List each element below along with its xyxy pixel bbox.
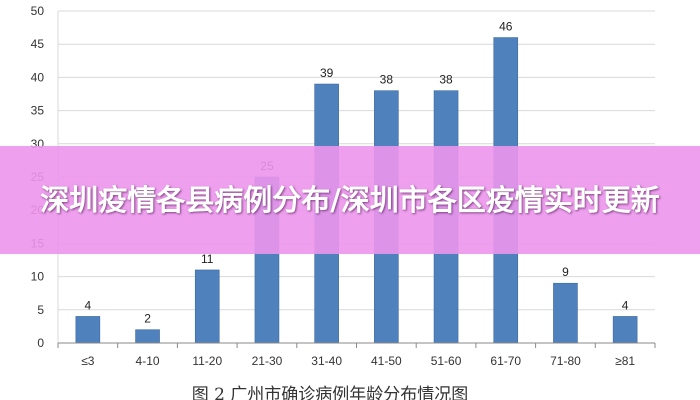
x-tick-label: ≥81 [615, 354, 635, 368]
y-tick-label: 5 [37, 303, 44, 317]
chart-caption: 图 2 广州市确诊病例年龄分布情况图 [192, 385, 469, 400]
x-tick-label: 11-20 [192, 354, 222, 368]
data-label: 2 [144, 312, 151, 326]
bar-11-20 [194, 269, 220, 344]
x-tick-label: 31-40 [311, 354, 342, 368]
y-tick-label: 50 [31, 4, 45, 18]
data-label: 38 [380, 73, 394, 87]
x-tick-label: 61-70 [490, 354, 521, 368]
y-tick-label: 35 [31, 104, 45, 118]
overlay-title: 深圳疫情各县病例分布/深圳市各区疫情实时更新 [40, 183, 660, 217]
x-tick-label: 41-50 [371, 354, 402, 368]
x-tick-label: 71-80 [550, 354, 581, 368]
y-tick-label: 40 [31, 70, 45, 84]
x-tick-label: 4-10 [136, 354, 160, 368]
x-tick-label: 21-30 [252, 354, 283, 368]
overlay-banner: 深圳疫情各县病例分布/深圳市各区疫情实时更新 [0, 146, 700, 254]
data-label: 38 [439, 73, 453, 87]
bar-≥81 [612, 316, 638, 344]
data-label: 39 [320, 66, 334, 80]
data-label: 46 [499, 20, 513, 34]
data-label: 4 [85, 298, 92, 312]
y-tick-label: 0 [37, 336, 44, 350]
x-axis-ticks: ≤3 4-10 11-20 21-30 31-40 41-50 51-60 61-70 71-8… [57, 343, 656, 368]
data-label: 9 [562, 265, 569, 279]
bar-≤3 [75, 316, 101, 344]
bar-4-10 [135, 329, 160, 344]
y-tick-label: 45 [31, 37, 45, 51]
x-tick-label: 51-60 [431, 354, 462, 368]
y-tick-label: 10 [31, 270, 45, 284]
data-label: 4 [622, 298, 629, 312]
data-label: 11 [201, 252, 214, 266]
bar-71-80 [553, 282, 578, 344]
x-tick-label: ≤3 [81, 354, 95, 368]
